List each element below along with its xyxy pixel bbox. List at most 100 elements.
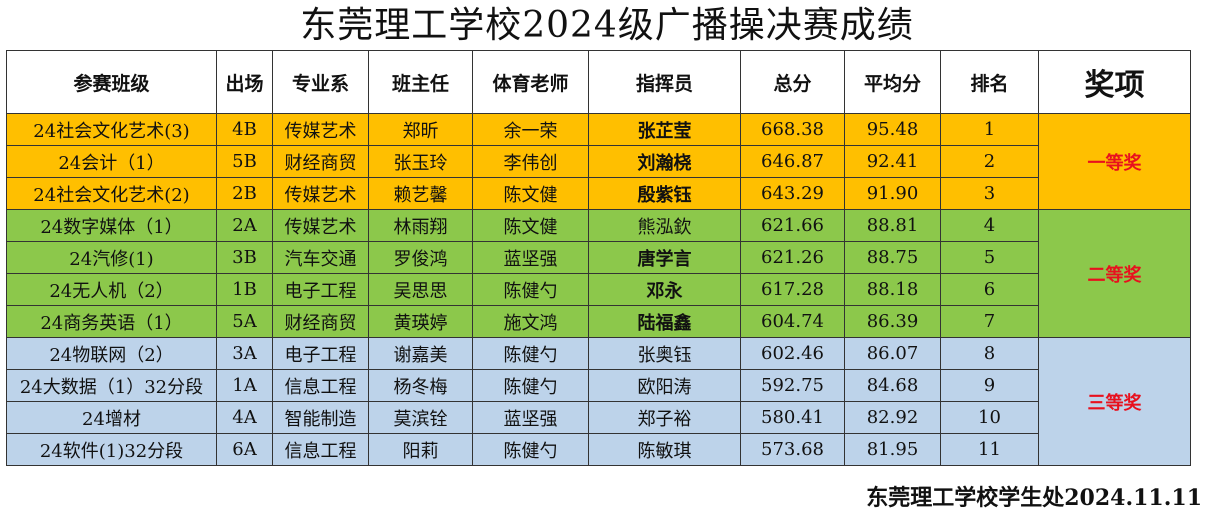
cell-order: 5B [216, 145, 273, 178]
cell-dept: 电子工程 [272, 273, 369, 306]
cell-rank: 6 [940, 273, 1039, 306]
cell-teacher: 杨冬梅 [368, 369, 473, 402]
cell-dept: 信息工程 [272, 433, 369, 466]
header-rank: 排名 [940, 50, 1039, 114]
cell-teacher: 阳莉 [368, 433, 473, 466]
award-third: 三等奖 [1038, 337, 1191, 466]
cell-total: 621.26 [740, 241, 845, 274]
cell-average: 84.68 [844, 369, 941, 402]
cell-rank: 1 [940, 113, 1039, 146]
table-row: 24会计（1） 5B 财经商贸 张玉玲 李伟创 刘瀚桡 646.87 92.41… [6, 145, 1191, 178]
table-row: 24物联网（2） 3A 电子工程 谢嘉美 陈健勺 张奥钰 602.46 86.0… [6, 337, 1191, 466]
cell-conductor: 殷紫钰 [588, 177, 741, 210]
cell-pe-teacher: 蓝坚强 [472, 401, 589, 434]
table-row: 24无人机（2） 1B 电子工程 吴思思 陈健勺 邓永 617.28 88.18… [6, 273, 1191, 306]
cell-order: 4A [216, 401, 273, 434]
cell-total: 604.74 [740, 305, 845, 338]
cell-dept: 智能制造 [272, 401, 369, 434]
cell-order: 5A [216, 305, 273, 338]
cell-teacher: 谢嘉美 [368, 337, 473, 370]
cell-order: 6A [216, 433, 273, 466]
cell-average: 86.07 [844, 337, 941, 370]
header-teacher: 班主任 [368, 50, 473, 114]
cell-teacher: 林雨翔 [368, 209, 473, 242]
cell-dept: 传媒艺术 [272, 209, 369, 242]
footer-signature: 东莞理工学校学生处2024.11.11 [866, 485, 1202, 511]
cell-class: 24增材 [6, 401, 217, 434]
cell-pe-teacher: 陈文健 [472, 177, 589, 210]
header-award: 奖项 [1038, 50, 1191, 114]
cell-teacher: 郑昕 [368, 113, 473, 146]
header-row: 参赛班级 出场 专业系 班主任 体育老师 指挥员 总分 平均分 排名 奖项 [6, 50, 1191, 114]
cell-total: 573.68 [740, 433, 845, 466]
cell-class: 24软件(1)32分段 [6, 433, 217, 466]
cell-rank: 3 [940, 177, 1039, 210]
table-row: 24汽修(1) 3B 汽车交通 罗俊鸿 蓝坚强 唐学言 621.26 88.75… [6, 241, 1191, 274]
table-row: 24社会文化艺术(3) 4B 传媒艺术 郑昕 余一荣 张芷莹 668.38 95… [6, 113, 1191, 210]
cell-pe-teacher: 余一荣 [472, 113, 589, 146]
cell-average: 81.95 [844, 433, 941, 466]
cell-conductor: 张奥钰 [588, 337, 741, 370]
cell-class: 24会计（1） [6, 145, 217, 178]
cell-dept: 电子工程 [272, 337, 369, 370]
results-table: 参赛班级 出场 专业系 班主任 体育老师 指挥员 总分 平均分 排名 奖项 24… [6, 50, 1191, 466]
cell-average: 92.41 [844, 145, 941, 178]
cell-average: 95.48 [844, 113, 941, 146]
cell-average: 88.75 [844, 241, 941, 274]
cell-dept: 汽车交通 [272, 241, 369, 274]
cell-total: 602.46 [740, 337, 845, 370]
table-row: 24商务英语（1） 5A 财经商贸 黄瑛婷 施文鸿 陆福鑫 604.74 86.… [6, 305, 1191, 338]
cell-conductor: 唐学言 [588, 241, 741, 274]
header-conductor: 指挥员 [588, 50, 741, 114]
cell-order: 2B [216, 177, 273, 210]
page-title: 东莞理工学校2024级广播操决赛成绩 [300, 5, 914, 46]
cell-class: 24社会文化艺术(3) [6, 113, 217, 146]
cell-dept: 财经商贸 [272, 305, 369, 338]
cell-conductor: 刘瀚桡 [588, 145, 741, 178]
cell-rank: 10 [940, 401, 1039, 434]
table-row: 24软件(1)32分段 6A 信息工程 阳莉 陈健勺 陈敏琪 573.68 81… [6, 433, 1191, 466]
cell-teacher: 张玉玲 [368, 145, 473, 178]
header-class: 参赛班级 [6, 50, 217, 114]
cell-pe-teacher: 陈健勺 [472, 273, 589, 306]
cell-average: 91.90 [844, 177, 941, 210]
cell-conductor: 邓永 [588, 273, 741, 306]
cell-teacher: 吴思思 [368, 273, 473, 306]
cell-conductor: 陈敏琪 [588, 433, 741, 466]
header-order: 出场 [216, 50, 273, 114]
cell-class: 24大数据（1）32分段 [6, 369, 217, 402]
cell-conductor: 欧阳涛 [588, 369, 741, 402]
cell-conductor: 张芷莹 [588, 113, 741, 146]
cell-rank: 2 [940, 145, 1039, 178]
cell-pe-teacher: 蓝坚强 [472, 241, 589, 274]
table-row: 24增材 4A 智能制造 莫滨铨 蓝坚强 郑子裕 580.41 82.92 10 [6, 401, 1191, 434]
cell-order: 2A [216, 209, 273, 242]
header-dept: 专业系 [272, 50, 369, 114]
award-first: 一等奖 [1038, 113, 1191, 210]
cell-order: 1B [216, 273, 273, 306]
cell-class: 24无人机（2） [6, 273, 217, 306]
cell-dept: 传媒艺术 [272, 113, 369, 146]
cell-total: 643.29 [740, 177, 845, 210]
cell-pe-teacher: 陈文健 [472, 209, 589, 242]
cell-rank: 7 [940, 305, 1039, 338]
cell-class: 24物联网（2） [6, 337, 217, 370]
cell-order: 3A [216, 337, 273, 370]
cell-dept: 财经商贸 [272, 145, 369, 178]
cell-average: 86.39 [844, 305, 941, 338]
cell-class: 24数字媒体（1） [6, 209, 217, 242]
cell-teacher: 黄瑛婷 [368, 305, 473, 338]
cell-pe-teacher: 施文鸿 [472, 305, 589, 338]
cell-rank: 8 [940, 337, 1039, 370]
cell-order: 4B [216, 113, 273, 146]
cell-total: 621.66 [740, 209, 845, 242]
cell-average: 88.18 [844, 273, 941, 306]
cell-rank: 5 [940, 241, 1039, 274]
cell-pe-teacher: 陈健勺 [472, 433, 589, 466]
cell-pe-teacher: 李伟创 [472, 145, 589, 178]
cell-rank: 9 [940, 369, 1039, 402]
cell-rank: 11 [940, 433, 1039, 466]
header-pe-teacher: 体育老师 [472, 50, 589, 114]
cell-teacher: 赖艺馨 [368, 177, 473, 210]
cell-class: 24商务英语（1） [6, 305, 217, 338]
